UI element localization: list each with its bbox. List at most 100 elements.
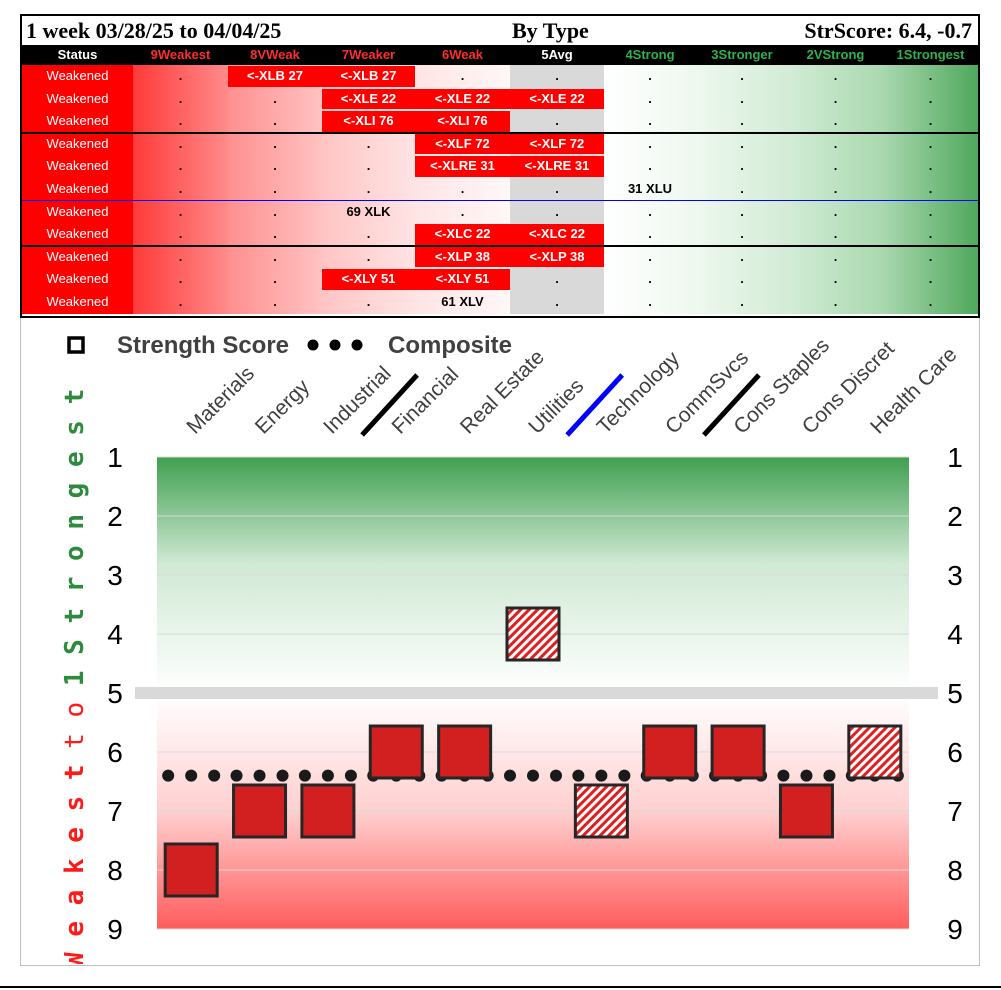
- empty-cell: .: [740, 90, 744, 106]
- composite-dot: [230, 769, 243, 782]
- empty-cell: .: [648, 68, 652, 83]
- status-cell: Weakened: [22, 245, 133, 269]
- composite-dot: [777, 769, 790, 782]
- category-divider-slant: [565, 373, 625, 437]
- composite-dot: [504, 769, 516, 782]
- y-tick-right: 1: [947, 442, 963, 473]
- legend-dot-icon: [307, 339, 319, 351]
- column-header-9: 1Strongest: [896, 47, 965, 62]
- empty-cell: .: [366, 226, 371, 242]
- empty-cell: .: [833, 294, 838, 309]
- column-background-8: [788, 65, 883, 314]
- empty-cell: .: [460, 181, 465, 196]
- empty-cell: .: [273, 90, 277, 106]
- y-axis-label-part: 1 S t r o n g e s t: [60, 389, 90, 686]
- category-label: Utilities: [524, 374, 588, 438]
- ticker-cell: <-XLI 76: [415, 111, 510, 132]
- column-header-4: 6Weak: [442, 47, 483, 62]
- composite-dot: [298, 769, 311, 782]
- empty-cell: .: [648, 226, 652, 242]
- legend-square-icon: [67, 336, 85, 354]
- status-cell: Weakened: [22, 155, 133, 178]
- column-background-2: [228, 65, 322, 314]
- empty-cell: .: [178, 113, 183, 129]
- composite-dot: [550, 769, 562, 782]
- composite-dot: [208, 769, 221, 782]
- empty-cell: .: [273, 294, 277, 309]
- y-tick-right: 4: [947, 619, 963, 650]
- empty-cell: .: [928, 181, 933, 196]
- ticker-cell: 69 XLK: [346, 203, 391, 219]
- strength-square: [573, 783, 629, 839]
- strength-square: [710, 724, 766, 780]
- composite-dot: [253, 769, 266, 782]
- legend-dot-icon: [329, 339, 341, 351]
- empty-cell: .: [740, 226, 744, 242]
- empty-cell: .: [928, 271, 933, 287]
- column-header-2: 8VWeak: [250, 47, 300, 62]
- status-cell: Weakened: [22, 110, 133, 133]
- composite-dot: [185, 769, 198, 782]
- status-cell: Weakened: [22, 291, 133, 314]
- column-header-1: 9Weakest: [150, 47, 211, 62]
- empty-cell: .: [928, 90, 933, 106]
- ticker-cell: <-XLY 51: [415, 269, 510, 290]
- empty-cell: .: [648, 271, 652, 287]
- empty-cell: .: [928, 203, 933, 219]
- empty-cell: .: [178, 181, 183, 196]
- empty-cell: .: [740, 113, 744, 129]
- y-tick-left: 9: [107, 914, 123, 945]
- column-header-3: 7Weaker: [341, 47, 396, 62]
- column-background-6: [604, 65, 696, 314]
- ticker-cell: <-XLRE 31: [415, 156, 510, 177]
- empty-cell: .: [648, 90, 652, 106]
- empty-cell: .: [928, 248, 933, 264]
- composite-dot: [162, 769, 175, 782]
- column-header-8: 2VStrong: [806, 47, 865, 62]
- composite-dot: [595, 769, 608, 782]
- empty-cell: .: [366, 294, 371, 309]
- column-background-7: [696, 65, 788, 314]
- composite-dot: [572, 769, 585, 782]
- strength-square: [847, 724, 903, 780]
- status-cell: Weakened: [22, 178, 133, 201]
- empty-cell: .: [178, 248, 183, 264]
- ticker-cell: <-XLY 51: [322, 269, 415, 290]
- empty-cell: .: [555, 68, 559, 83]
- ticker-cell: <-XLB 27: [322, 66, 415, 87]
- composite-dot: [344, 769, 357, 782]
- empty-cell: .: [273, 181, 277, 196]
- empty-cell: .: [928, 158, 933, 174]
- column-header-status: Status: [57, 47, 98, 62]
- sector-strength-table: 1 week 03/28/25 to 04/04/25 By Type StrS…: [20, 14, 980, 318]
- ticker-cell: <-XLC 22: [510, 224, 604, 245]
- bottom-border: [0, 986, 1001, 988]
- legend-composite-label: Composite: [388, 332, 512, 359]
- empty-cell: .: [648, 135, 652, 151]
- empty-cell: .: [273, 248, 277, 264]
- strength-chart: 1 1 2 2 3 3 4 4 5 5 6 6 7 7 8 8 9 9 9 W e a k e s t t o 1 …: [60, 332, 963, 964]
- empty-cell: .: [366, 158, 371, 174]
- empty-cell: .: [833, 248, 838, 264]
- group-separator: [22, 244, 978, 247]
- empty-cell: .: [178, 294, 183, 309]
- empty-cell: .: [366, 181, 371, 196]
- empty-cell: .: [648, 294, 652, 309]
- empty-cell: .: [648, 113, 652, 129]
- empty-cell: .: [740, 248, 744, 264]
- empty-cell: .: [648, 203, 652, 219]
- category-label: Materials: [182, 362, 259, 439]
- strength-square: [778, 783, 834, 839]
- empty-cell: .: [833, 68, 838, 83]
- column-header-7: 3Stronger: [711, 47, 773, 62]
- y-tick-left: 1: [107, 442, 123, 473]
- ticker-cell: <-XLP 38: [510, 246, 604, 268]
- column-header-row: Status 9Weakest 8VWeak 7Weaker 6Weak 5Avg 4Str…: [22, 45, 978, 65]
- ticker-cell: <-XLF 72: [510, 133, 604, 155]
- strength-square: [368, 724, 424, 780]
- empty-cell: .: [460, 68, 465, 83]
- y-tick-right: 7: [947, 796, 963, 827]
- y-axis-label-part: 9 W e a k e s t: [60, 764, 90, 964]
- y-axis-label-part: t o: [60, 686, 90, 764]
- empty-cell: .: [833, 181, 838, 196]
